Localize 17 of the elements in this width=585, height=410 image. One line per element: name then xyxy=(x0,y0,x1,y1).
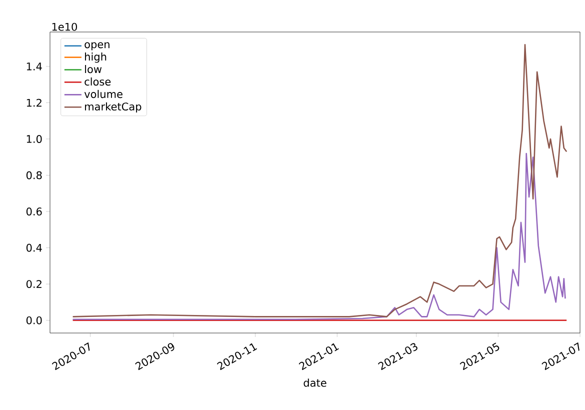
legend-label: open xyxy=(84,42,110,50)
legend-label: high xyxy=(85,52,106,63)
y-tick-label: 0.2 xyxy=(26,280,42,288)
y-tick-label: 1.4 xyxy=(26,62,42,70)
y-tick-label: 0.0 xyxy=(26,316,42,324)
y-tick-label: 0.4 xyxy=(26,244,42,252)
legend-label: marketCap xyxy=(85,102,142,113)
line-series xyxy=(72,44,568,318)
x-axis-title: date xyxy=(304,378,326,387)
y-tick-label: 0.6 xyxy=(26,208,42,216)
y-tick-label: 1.2 xyxy=(26,98,42,107)
text: 1e10 xyxy=(52,22,77,31)
legend-label: volume xyxy=(84,90,122,98)
y-tick-label: 0.8 xyxy=(26,171,42,180)
legend-label: low xyxy=(85,65,102,74)
y-tick-label: 1.0 xyxy=(26,135,42,143)
legend-label: close xyxy=(84,77,111,86)
